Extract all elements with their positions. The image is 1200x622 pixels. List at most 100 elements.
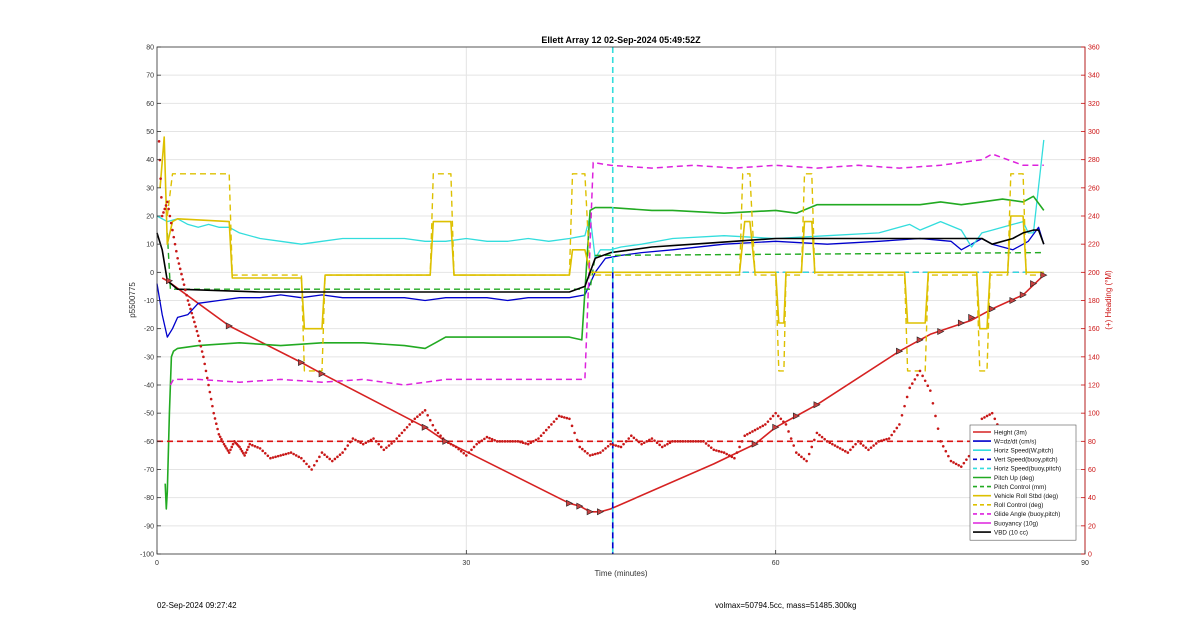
heading-point <box>735 451 739 454</box>
heading-point <box>162 211 165 214</box>
heading-point <box>392 440 396 443</box>
heading-point <box>506 440 509 443</box>
height-marker <box>318 370 326 378</box>
heading-point <box>207 383 210 387</box>
heading-point <box>689 440 692 443</box>
heading-point <box>343 447 347 451</box>
heading-point <box>157 140 161 143</box>
heading-point <box>361 442 365 446</box>
heading-point <box>240 449 244 453</box>
heading-point <box>472 445 476 449</box>
heading-point <box>815 431 819 435</box>
heading-point <box>529 441 533 445</box>
heading-point <box>163 207 167 211</box>
heading-point <box>216 427 219 431</box>
heading-point <box>748 431 752 435</box>
legend: Height (3m) W=dz/dt (cm/s) Horiz Speed(W,p… <box>969 424 1077 541</box>
heading-point <box>562 416 566 419</box>
heading-point <box>885 437 888 441</box>
y-tick-label-right: 360 <box>1088 45 1100 52</box>
heading-point <box>957 463 960 467</box>
y-tick-label-right: 140 <box>1088 354 1100 361</box>
footer-stats: volmax=50794.5cc, mass=51485.300kg <box>715 601 857 610</box>
height-marker <box>968 313 976 321</box>
heading-point <box>836 445 839 449</box>
height-marker <box>916 336 924 344</box>
heading-point <box>650 437 654 440</box>
heading-point <box>717 449 721 453</box>
y-axis-label-right: (+) Heading (°M) <box>1104 270 1113 330</box>
heading-point <box>271 456 275 459</box>
heading-point <box>653 439 656 442</box>
heading-point <box>269 456 272 460</box>
heading-point <box>493 438 496 442</box>
heading-point <box>266 454 270 458</box>
series-line <box>161 274 1045 513</box>
heading-point <box>730 455 734 459</box>
heading-point <box>936 427 940 430</box>
heading-point <box>485 435 489 439</box>
heading-point <box>611 443 615 447</box>
heading-point <box>465 454 468 457</box>
heading-point <box>813 438 816 442</box>
heading-point <box>727 454 731 457</box>
heading-point <box>797 453 801 457</box>
legend-label: Roll Control (deg) <box>994 502 1043 509</box>
heading-point <box>802 457 806 461</box>
heading-point <box>178 267 182 271</box>
heading-point <box>805 459 808 463</box>
heading-point <box>900 413 904 417</box>
heading-point <box>939 440 942 443</box>
heading-point <box>789 437 793 440</box>
heading-point <box>784 423 788 426</box>
height-marker <box>586 508 594 516</box>
heading-point <box>864 446 868 449</box>
heading-point <box>244 451 248 454</box>
heading-point <box>462 452 466 455</box>
heading-point <box>655 441 659 445</box>
x-axis-label: Time (minutes) <box>594 569 647 578</box>
heading-point <box>302 459 306 463</box>
footer-timestamp: 02-Sep-2024 09:27:42 <box>157 601 237 610</box>
heading-point <box>645 440 649 443</box>
heading-point <box>369 438 373 442</box>
heading-point <box>220 437 223 441</box>
legend-label: W=dz/dt (cm/s) <box>994 438 1037 445</box>
heading-point <box>990 411 994 415</box>
heading-point <box>166 200 169 204</box>
series-line <box>156 139 1045 259</box>
heading-point <box>581 447 584 451</box>
heading-point <box>627 437 631 440</box>
heading-point <box>609 442 612 446</box>
heading-point <box>738 445 741 449</box>
series-line <box>159 136 1044 330</box>
heading-point <box>408 423 411 426</box>
heading-point <box>418 413 422 416</box>
legend-label: Pitch Control (mm) <box>994 484 1046 491</box>
y-tick-label-left: 80 <box>146 45 154 52</box>
heading-point <box>934 414 937 418</box>
y-tick-label-right: 260 <box>1088 185 1100 192</box>
heading-point <box>229 448 232 452</box>
heading-point <box>794 451 798 454</box>
height-marker <box>442 437 450 445</box>
y-tick-label-left: -80 <box>144 495 154 502</box>
heading-point <box>436 431 440 435</box>
heading-point <box>274 455 277 459</box>
heading-point <box>189 307 192 311</box>
heading-point <box>498 440 502 443</box>
heading-point <box>526 442 530 446</box>
heading-point <box>761 424 765 428</box>
heading-point <box>245 448 249 452</box>
height-marker <box>597 508 605 516</box>
heading-point <box>676 440 680 443</box>
heading-point <box>423 409 427 412</box>
heading-point <box>539 434 543 438</box>
heading-point <box>454 445 458 449</box>
heading-point <box>294 454 298 457</box>
heading-point <box>195 329 199 333</box>
heading-point <box>704 442 708 445</box>
heading-point <box>284 452 288 456</box>
y-tick-label-left: -40 <box>144 383 154 390</box>
heading-point <box>514 440 517 443</box>
